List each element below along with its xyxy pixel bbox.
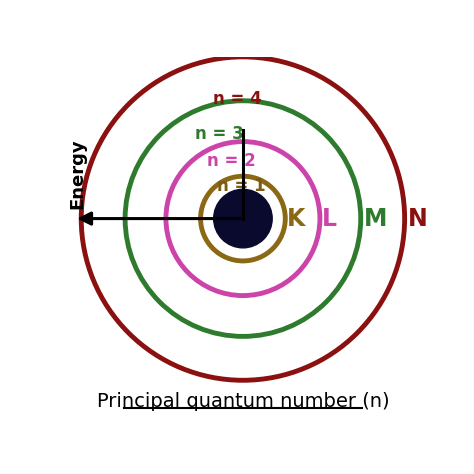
Text: n = 2: n = 2 (207, 152, 256, 170)
Text: n = 4: n = 4 (213, 90, 262, 108)
Text: K: K (287, 207, 305, 230)
Text: n = 1: n = 1 (217, 177, 266, 195)
Text: M: M (364, 207, 387, 230)
Text: N: N (408, 207, 428, 230)
Circle shape (214, 189, 272, 248)
Text: Principal quantum number (n): Principal quantum number (n) (97, 392, 389, 411)
Text: Energy: Energy (68, 138, 86, 209)
Text: L: L (321, 207, 337, 230)
Text: n = 3: n = 3 (195, 125, 244, 143)
